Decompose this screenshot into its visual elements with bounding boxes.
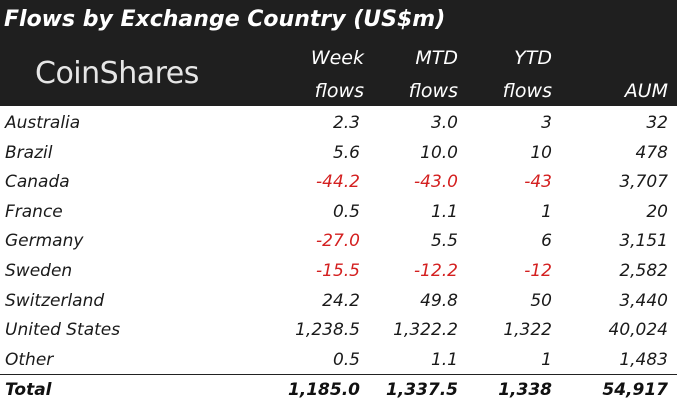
table-row: France 0.5 1.1 1 20 — [0, 198, 677, 227]
ytd-flows-cell: 1,322 — [503, 320, 552, 341]
week-flows-cell: 0.5 — [332, 349, 360, 370]
mtd-flows-cell: 1.1 — [430, 349, 458, 370]
aum-cell: 3,151 — [619, 231, 668, 252]
ytd-flows-cell: -43 — [524, 172, 552, 193]
week-flows-cell: 2.3 — [332, 113, 360, 133]
week-flows-cell: -44.2 — [316, 172, 360, 193]
table-row: Other 0.5 1.1 1 1,483 — [0, 346, 677, 375]
ytd-flows-cell: 1 — [541, 349, 552, 370]
table-header: Flows by Exchange Country (US$m) CoinSha… — [0, 0, 677, 106]
table-row: Sweden -15.5 -12.2 -12 2,582 — [0, 257, 677, 286]
aum-cell: 2,582 — [619, 261, 668, 281]
country-label: Other — [5, 349, 54, 370]
mtd-flows-cell: 1,337.5 — [385, 380, 458, 400]
ytd-flows-cell: 10 — [530, 142, 552, 163]
ytd-flows-cell: -12 — [524, 261, 552, 281]
country-label: France — [5, 201, 63, 222]
week-flows-cell: 5.6 — [332, 142, 360, 163]
col-aum-header-line1 — [570, 45, 668, 71]
table-row: Switzerland 24.2 49.8 50 3,440 — [0, 287, 677, 316]
week-flows-cell: -27.0 — [316, 231, 360, 252]
col-ytd-header-line2: flows — [502, 80, 552, 102]
mtd-flows-cell: -43.0 — [414, 172, 458, 193]
col-ytd-header-line1: YTD — [514, 47, 552, 69]
country-label: Sweden — [5, 261, 73, 281]
country-label: Germany — [5, 231, 84, 252]
aum-cell: 3,440 — [619, 290, 668, 311]
mtd-flows-cell: 1,322.2 — [393, 320, 458, 341]
country-label: United States — [5, 320, 121, 341]
country-label: Canada — [5, 172, 70, 193]
mtd-flows-cell: 10.0 — [420, 142, 458, 163]
col-week-header-line2: flows — [314, 80, 364, 102]
coinshares-logo: CoinShares — [35, 56, 199, 91]
mtd-flows-cell: -12.2 — [414, 261, 458, 281]
total-divider — [0, 374, 677, 375]
country-label: Brazil — [5, 142, 53, 163]
week-flows-cell: -15.5 — [316, 261, 360, 281]
col-aum-header-line2: AUM — [624, 80, 668, 102]
aum-cell: 478 — [635, 142, 668, 163]
mtd-flows-cell: 3.0 — [430, 113, 458, 133]
aum-cell: 54,917 — [602, 380, 668, 400]
ytd-flows-cell: 1,338 — [498, 380, 552, 400]
mtd-flows-cell: 49.8 — [420, 290, 458, 311]
mtd-flows-cell: 5.5 — [430, 231, 458, 252]
aum-cell: 3,707 — [619, 172, 668, 193]
table-title: Flows by Exchange Country (US$m) — [4, 7, 446, 32]
aum-cell: 40,024 — [608, 320, 668, 341]
aum-cell: 1,483 — [619, 349, 668, 370]
aum-cell: 32 — [646, 113, 668, 133]
aum-cell: 20 — [646, 201, 668, 222]
table-row: Germany -27.0 5.5 6 3,151 — [0, 227, 677, 256]
mtd-flows-cell: 1.1 — [430, 201, 458, 222]
ytd-flows-cell: 50 — [530, 290, 552, 311]
week-flows-cell: 1,238.5 — [295, 320, 360, 341]
week-flows-cell: 0.5 — [332, 201, 360, 222]
week-flows-cell: 1,185.0 — [287, 380, 360, 400]
col-mtd-header-line2: flows — [408, 80, 458, 102]
country-label: Australia — [5, 113, 81, 133]
table-row: Australia 2.3 3.0 3 32 — [0, 109, 677, 138]
col-week-header-line1: Week — [310, 47, 364, 69]
col-mtd-header-line1: MTD — [415, 47, 458, 69]
total-row: Total 1,185.0 1,337.5 1,338 54,917 — [0, 376, 677, 405]
table-row: United States 1,238.5 1,322.2 1,322 40,024 — [0, 316, 677, 345]
country-label: Switzerland — [5, 290, 105, 311]
ytd-flows-cell: 3 — [541, 113, 552, 133]
week-flows-cell: 24.2 — [322, 290, 360, 311]
ytd-flows-cell: 1 — [541, 201, 552, 222]
ytd-flows-cell: 6 — [541, 231, 552, 252]
table-row: Canada -44.2 -43.0 -43 3,707 — [0, 168, 677, 197]
total-label: Total — [5, 380, 52, 400]
table-row: Brazil 5.6 10.0 10 478 — [0, 139, 677, 168]
